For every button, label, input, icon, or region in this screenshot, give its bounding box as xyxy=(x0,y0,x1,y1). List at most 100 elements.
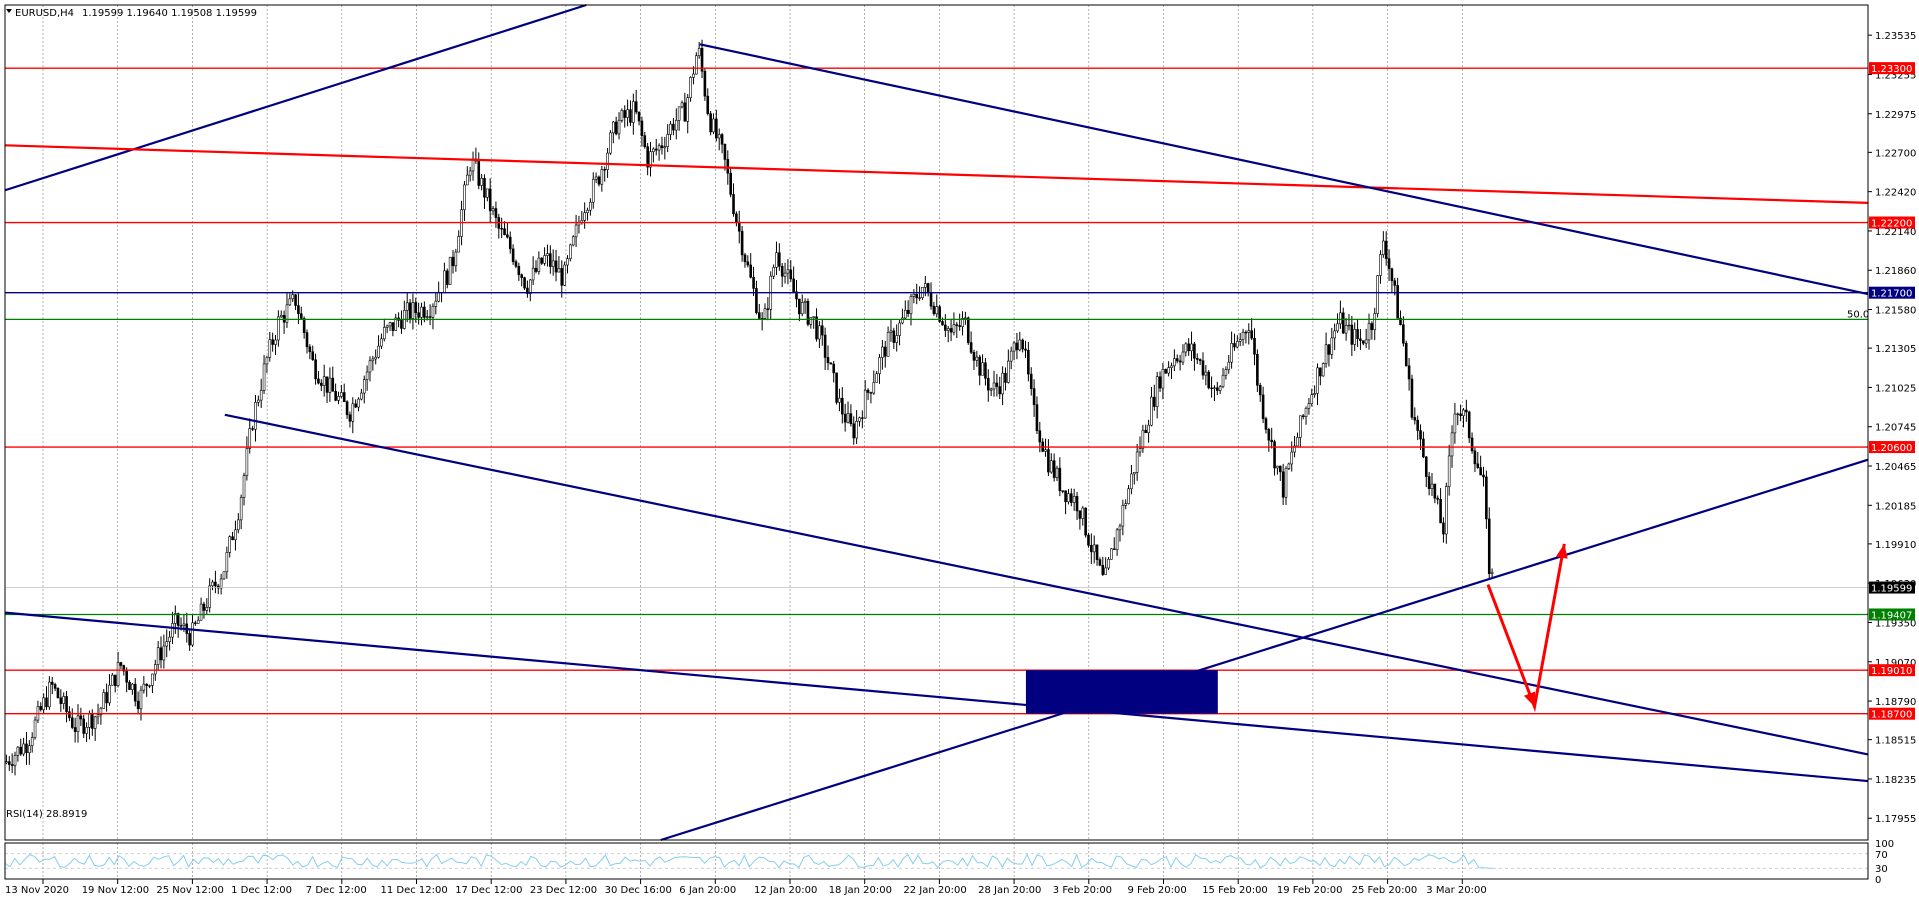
candle-body xyxy=(1304,407,1308,417)
candle-body xyxy=(1359,338,1362,341)
candle-body xyxy=(906,309,910,314)
candle-body xyxy=(537,257,541,272)
price-tick-label: 1.19350 xyxy=(1875,618,1916,629)
candle-body xyxy=(82,718,86,734)
trendlines[interactable] xyxy=(4,3,1869,842)
candle-body xyxy=(30,737,34,747)
candle-body xyxy=(1070,493,1073,503)
candle-body xyxy=(766,308,770,310)
candle-body xyxy=(549,253,552,267)
candle-body xyxy=(935,306,939,315)
candle-body xyxy=(425,316,429,318)
candle-body xyxy=(846,413,850,423)
candle-body xyxy=(305,332,309,348)
candle-body xyxy=(1244,331,1248,334)
candle-body xyxy=(265,357,269,365)
candle-body xyxy=(706,95,710,114)
candle-body xyxy=(614,121,618,135)
candle-body xyxy=(912,294,916,297)
candle-body xyxy=(875,373,878,383)
candle-body xyxy=(1150,396,1153,426)
dropdown-triangle-icon[interactable] xyxy=(6,9,12,13)
candle-body xyxy=(926,283,930,294)
candle-body xyxy=(1090,545,1093,553)
candle-body xyxy=(405,302,409,311)
candle-body xyxy=(554,260,558,273)
trendline-descending-support xyxy=(224,413,1869,756)
candle-body xyxy=(697,47,701,57)
candle-body xyxy=(1256,353,1259,386)
candle-body xyxy=(1307,403,1311,409)
candle-body xyxy=(591,178,595,203)
candle-body xyxy=(113,674,117,686)
time-tick-label: 12 Jan 20:00 xyxy=(754,885,817,896)
candle-body xyxy=(949,328,953,333)
candle-body xyxy=(445,270,449,285)
candle-body xyxy=(1007,360,1010,383)
candle-body xyxy=(686,97,690,122)
candle-body xyxy=(1347,324,1351,327)
candle-body xyxy=(1141,429,1145,449)
candle-body xyxy=(1258,384,1262,396)
price-tick-label: 1.18235 xyxy=(1875,775,1916,786)
candle-body xyxy=(488,188,492,212)
candle-body xyxy=(228,536,232,553)
candle-body xyxy=(557,268,561,273)
rsi-label: RSI(14) 28.8919 xyxy=(6,809,87,820)
candle-body xyxy=(251,428,254,430)
candle-body xyxy=(16,746,20,756)
candle-body xyxy=(10,764,14,766)
candle-body xyxy=(597,176,601,185)
candle-body xyxy=(271,339,274,345)
candle-body xyxy=(394,317,398,331)
candle-body xyxy=(1482,474,1485,478)
candle-body xyxy=(772,267,775,277)
time-tick-label: 28 Jan 20:00 xyxy=(978,885,1041,896)
candle-body xyxy=(969,342,973,353)
candle-body xyxy=(28,745,31,754)
candle-body xyxy=(1350,324,1354,345)
candle-body xyxy=(248,428,252,449)
candle-body xyxy=(1075,496,1079,512)
candle-body xyxy=(881,346,884,358)
support-zone[interactable] xyxy=(1025,670,1218,714)
level-badge-label: 1.19407 xyxy=(1871,610,1912,621)
time-tick-label: 9 Feb 20:00 xyxy=(1128,885,1187,896)
candle-body xyxy=(382,327,386,340)
candle-body xyxy=(798,298,801,315)
candle-body xyxy=(59,697,63,704)
candle-body xyxy=(133,683,137,702)
candle-body xyxy=(1153,396,1156,407)
candle-body xyxy=(677,106,681,121)
candle-body xyxy=(1107,558,1110,569)
candle-body xyxy=(526,287,529,294)
candle-body xyxy=(236,519,240,531)
candle-body xyxy=(1224,369,1228,376)
candle-body xyxy=(603,169,607,171)
candle-body xyxy=(872,382,876,394)
candle-body xyxy=(1081,507,1085,519)
candle-body xyxy=(1470,437,1474,452)
candle-body xyxy=(50,681,54,685)
candle-body xyxy=(377,345,380,358)
candle-body xyxy=(611,121,615,134)
candle-body xyxy=(274,339,277,345)
candle-body xyxy=(1092,544,1096,553)
candle-body xyxy=(1281,471,1285,498)
candle-body xyxy=(1393,280,1397,286)
candle-body xyxy=(1413,416,1417,421)
candle-body xyxy=(1473,450,1477,465)
price-tick-label: 1.19910 xyxy=(1875,540,1916,551)
candle-body xyxy=(531,267,535,281)
candle-body xyxy=(62,696,65,704)
candle-body xyxy=(257,399,260,403)
candle-body xyxy=(523,277,526,289)
price-tick-label: 1.20465 xyxy=(1875,462,1916,473)
candle-body xyxy=(712,118,715,133)
candle-body xyxy=(1204,371,1208,376)
horizontal-levels[interactable]: 50.0 xyxy=(5,67,1869,715)
candle-body xyxy=(792,278,795,293)
candle-body xyxy=(1367,323,1371,341)
candle-body xyxy=(1387,258,1391,270)
